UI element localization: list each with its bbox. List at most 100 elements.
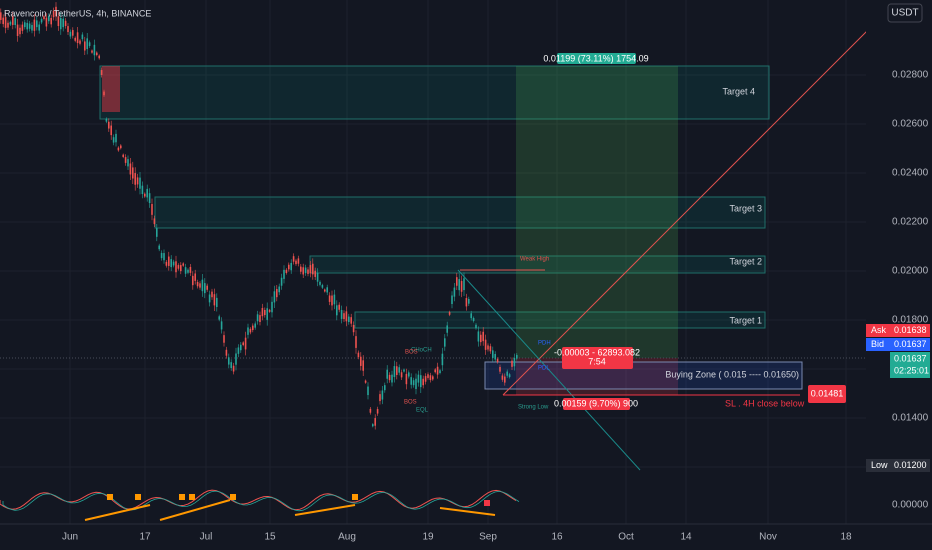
candle-body: [74, 37, 76, 41]
candle-body: [420, 375, 422, 388]
signal-marker: [352, 494, 358, 500]
structure-label: Weak High: [520, 257, 549, 263]
candle-body: [158, 245, 160, 250]
candle-body: [254, 323, 256, 328]
candle-body: [295, 260, 297, 265]
time-tick: 17: [139, 532, 151, 543]
candle-body: [326, 287, 328, 293]
candle-body: [501, 375, 504, 380]
candle-body: [391, 374, 393, 383]
buying-zone-label: Buying Zone ( 0.015 ---- 0.01650): [665, 369, 799, 379]
candle-body: [422, 378, 424, 386]
open-badge: [562, 347, 633, 369]
candle-body: [120, 145, 122, 149]
price-tick: 0.02800: [892, 70, 929, 81]
candle-body: [328, 295, 331, 302]
candle-body: [372, 424, 374, 427]
candle-body: [369, 408, 372, 413]
candle-body: [288, 264, 290, 270]
candle-body: [249, 328, 252, 333]
stop-badge-text: 0.00159 (9.70%) 900: [554, 398, 638, 408]
candle-body: [199, 283, 201, 288]
candle-body: [316, 272, 319, 282]
candle-body: [4, 17, 7, 28]
candle-body: [309, 265, 312, 274]
candle-body: [439, 370, 441, 374]
stop-badge: [563, 398, 630, 410]
candle-body: [398, 367, 400, 373]
candle-body: [21, 24, 24, 31]
indicator-pane: [0, 489, 520, 521]
signal-marker: [135, 494, 141, 500]
candle-body: [223, 335, 225, 343]
candle-body: [513, 357, 516, 367]
target-badge: [557, 53, 636, 64]
time-tick: 14: [680, 532, 692, 543]
candle-body: [321, 285, 324, 288]
candle-body: [492, 350, 494, 358]
candle-body: [276, 289, 278, 298]
candle-body: [24, 22, 26, 28]
bid-label: Bid: [871, 339, 884, 349]
candle-body: [304, 267, 307, 274]
time-tick: 18: [840, 532, 852, 543]
candle-body: [79, 40, 81, 44]
time-tick: Jun: [62, 532, 78, 543]
candle-body: [60, 17, 62, 30]
candle-body: [100, 70, 103, 75]
candle-body: [417, 374, 420, 383]
price-tick: 0.02200: [892, 217, 929, 228]
candle-body: [468, 299, 470, 304]
signal-marker: [179, 494, 185, 500]
buying-zone: [484, 361, 803, 390]
candle-body: [33, 19, 36, 31]
currency-button[interactable]: [887, 3, 923, 23]
target-badge-text: 0.01199 (73.11%) 1754.09: [543, 53, 648, 63]
candle-body: [237, 347, 240, 354]
candle-body: [170, 259, 172, 268]
time-tick: Aug: [338, 532, 356, 543]
candle-body: [475, 324, 477, 329]
candle-body: [235, 353, 237, 365]
oscillator: [0, 489, 517, 511]
candle-body: [2, 17, 4, 25]
target-4-zone: [99, 65, 770, 120]
candle-body: [376, 409, 379, 414]
candle-body: [108, 121, 110, 129]
candle-body: [312, 263, 314, 275]
candle-body: [206, 285, 208, 290]
candle-body: [9, 21, 12, 25]
candle-body: [19, 27, 21, 35]
candle-body: [463, 278, 465, 291]
candle-body: [415, 378, 417, 390]
candle-body: [300, 266, 302, 272]
low-badge: [866, 459, 930, 472]
divergence-line: [84, 504, 151, 521]
candle-body: [259, 315, 261, 322]
candle-body: [232, 365, 235, 372]
candle-body: [446, 325, 448, 333]
candle-body: [333, 294, 336, 305]
candle-body: [470, 313, 472, 319]
candle-body: [64, 20, 67, 26]
candle-body: [156, 228, 158, 237]
candle-body: [379, 394, 381, 402]
candle-body: [244, 337, 247, 350]
candle-body: [144, 193, 146, 197]
candle-body: [93, 44, 96, 56]
candle-body: [261, 307, 264, 317]
candle-body: [218, 316, 220, 320]
candle-body: [324, 289, 326, 292]
candle-body: [211, 291, 213, 298]
time-tick: 19: [422, 532, 434, 543]
candle-body: [451, 295, 453, 305]
candle-body: [105, 118, 108, 122]
candle-body: [319, 281, 321, 285]
candle-body: [393, 366, 396, 378]
divergence-line: [294, 504, 356, 516]
structure-label: BOS: [405, 350, 418, 356]
candle-body: [52, 10, 55, 18]
low-price: 0.01200: [894, 460, 927, 470]
